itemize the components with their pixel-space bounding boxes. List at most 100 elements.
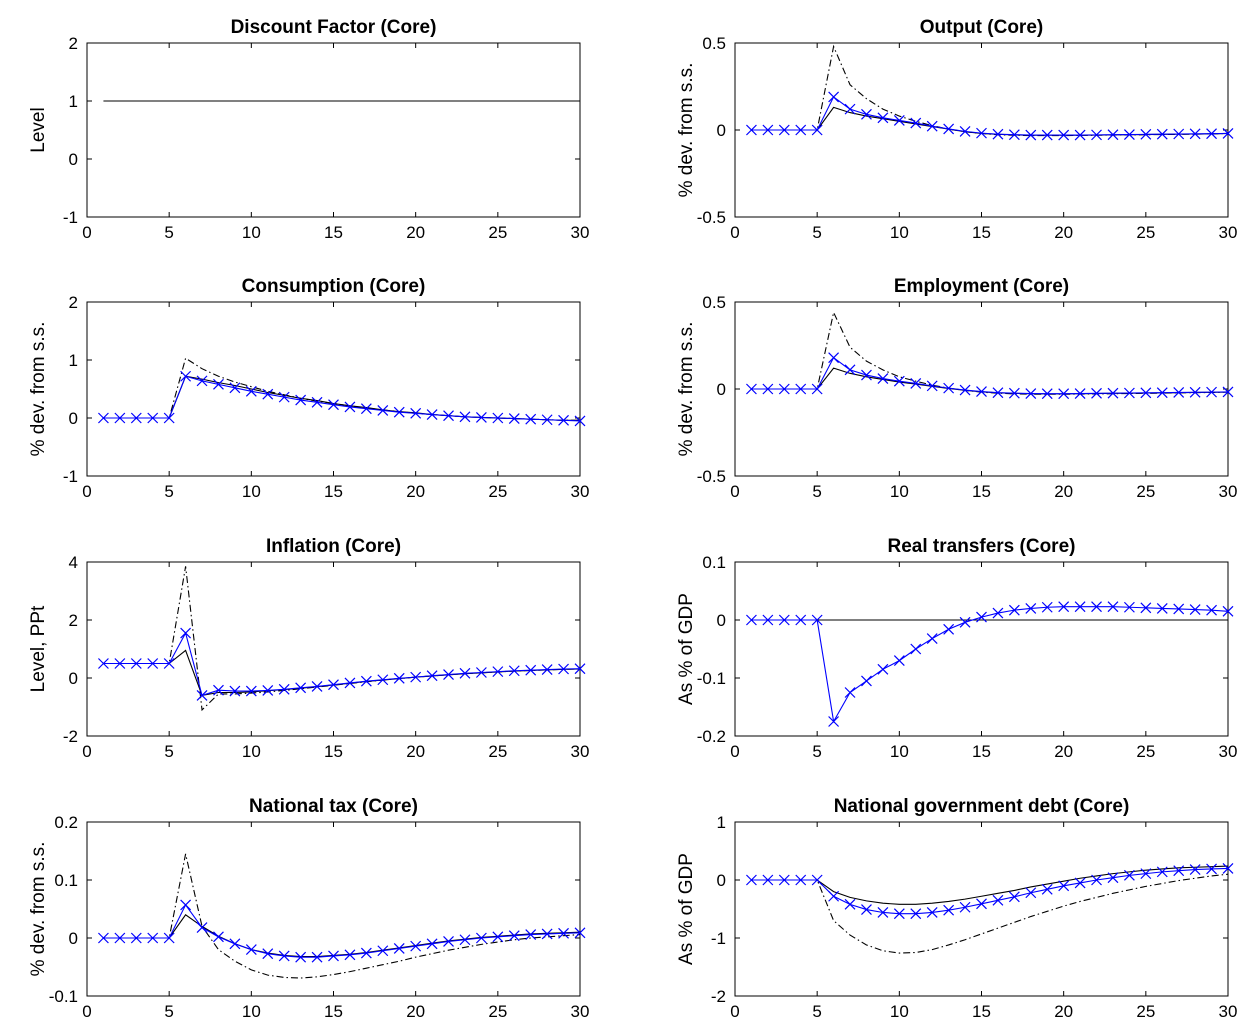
data-point-marker (328, 679, 339, 691)
data-point-marker (1107, 387, 1119, 399)
data-point-marker (1222, 386, 1234, 398)
x-tick-label: 0 (82, 1002, 91, 1021)
subplot-2: Output (Core) % dev. from s.s. 0 5 10 15 20 25 3… (676, 17, 1237, 242)
data-point-marker (811, 383, 823, 395)
data-point-marker (426, 409, 438, 420)
data-point-marker (525, 664, 537, 676)
data-point-marker (508, 413, 520, 425)
y-tick-label: -1 (711, 929, 726, 948)
data-point-marker (976, 611, 987, 623)
data-point-marker (1058, 129, 1070, 141)
data-point-marker (762, 874, 774, 886)
data-point-marker (443, 936, 454, 947)
data-point-marker (196, 375, 208, 387)
data-point-marker (492, 931, 504, 943)
data-point-marker (1140, 387, 1152, 399)
x-tick-label: 20 (1054, 223, 1073, 242)
data-point-marker (1058, 880, 1070, 892)
x-tick-label: 10 (242, 742, 261, 761)
axes-box (86, 821, 581, 997)
x-tick-label: 15 (324, 482, 343, 501)
x-tick-label: 10 (890, 482, 909, 501)
data-point-marker (811, 614, 823, 626)
data-point-marker (844, 687, 856, 698)
data-point-marker (1189, 864, 1201, 875)
data-point-marker (1091, 129, 1102, 141)
data-point-marker (746, 124, 757, 136)
x-tick-label: 5 (164, 1002, 173, 1021)
data-point-marker (861, 675, 872, 687)
data-point-marker (1041, 601, 1053, 613)
data-point-marker (311, 680, 323, 692)
data-point-marker (877, 663, 889, 675)
y-tick-label: 0 (717, 611, 726, 630)
data-point-marker (1058, 388, 1070, 400)
y-tick-label: 0 (69, 150, 78, 169)
data-point-marker (410, 940, 422, 952)
data-point-marker (1140, 868, 1152, 880)
data-point-marker (443, 410, 454, 422)
x-tick-label: 5 (164, 223, 173, 242)
x-tick-label: 15 (324, 742, 343, 761)
data-point-marker (1123, 129, 1135, 140)
x-tick-label: 15 (972, 742, 991, 761)
y-tick-label: 0.2 (54, 813, 78, 832)
data-point-marker (1107, 872, 1119, 884)
data-point-marker (1140, 128, 1152, 140)
data-point-marker (114, 412, 126, 424)
data-point-marker (992, 607, 1004, 619)
subplot-title: Discount Factor (Core) (231, 17, 437, 38)
data-point-marker (1074, 388, 1086, 399)
data-point-marker (163, 658, 175, 669)
x-tick-label: 0 (730, 742, 739, 761)
data-point-marker (1041, 883, 1053, 895)
data-point-marker (410, 671, 422, 683)
y-tick-label: -1 (63, 208, 78, 227)
x-tick-label: 15 (972, 223, 991, 242)
data-point-marker (778, 874, 790, 886)
axes-box (734, 561, 1229, 737)
data-point-marker (1008, 604, 1020, 616)
y-tick-label: 0.1 (54, 871, 78, 890)
y-tick-label: -0.1 (49, 987, 78, 1006)
data-point-marker (574, 663, 586, 675)
x-tick-label: 15 (972, 1002, 991, 1021)
subplot-title: Inflation (Core) (266, 536, 401, 557)
data-point-marker (360, 403, 372, 415)
data-point-marker (163, 932, 175, 944)
data-point-marker (1041, 129, 1053, 141)
data-point-marker (992, 894, 1004, 906)
data-point-marker (492, 412, 504, 424)
data-point-marker (1140, 602, 1152, 614)
data-point-marker (1156, 387, 1168, 399)
data-point-marker (278, 950, 290, 962)
axes-box (86, 42, 581, 218)
y-tick-label: 2 (69, 34, 78, 53)
x-tick-label: 25 (1136, 1002, 1155, 1021)
data-point-marker (910, 643, 922, 655)
x-tick-label: 10 (890, 1002, 909, 1021)
data-point-marker (926, 380, 938, 392)
data-point-marker (541, 928, 553, 940)
data-point-marker (910, 378, 922, 389)
data-point-marker (1025, 388, 1037, 399)
data-point-marker (98, 932, 109, 944)
data-point-marker (295, 951, 307, 963)
data-point-marker (976, 898, 987, 910)
x-tick-label: 15 (972, 482, 991, 501)
series-line-solid (751, 865, 1229, 905)
data-point-marker (1173, 387, 1185, 398)
x-tick-label: 0 (730, 482, 739, 501)
data-point-marker (130, 658, 142, 669)
data-point-marker (459, 934, 471, 946)
data-point-marker (377, 674, 389, 686)
x-tick-label: 20 (406, 223, 425, 242)
data-point-marker (1091, 874, 1102, 886)
y-tick-label: 0 (69, 409, 78, 428)
data-point-marker (180, 627, 192, 639)
x-tick-label: 30 (571, 742, 590, 761)
data-point-marker (959, 384, 971, 396)
data-point-marker (393, 406, 405, 418)
data-point-marker (410, 407, 422, 419)
data-point-marker (574, 415, 586, 427)
